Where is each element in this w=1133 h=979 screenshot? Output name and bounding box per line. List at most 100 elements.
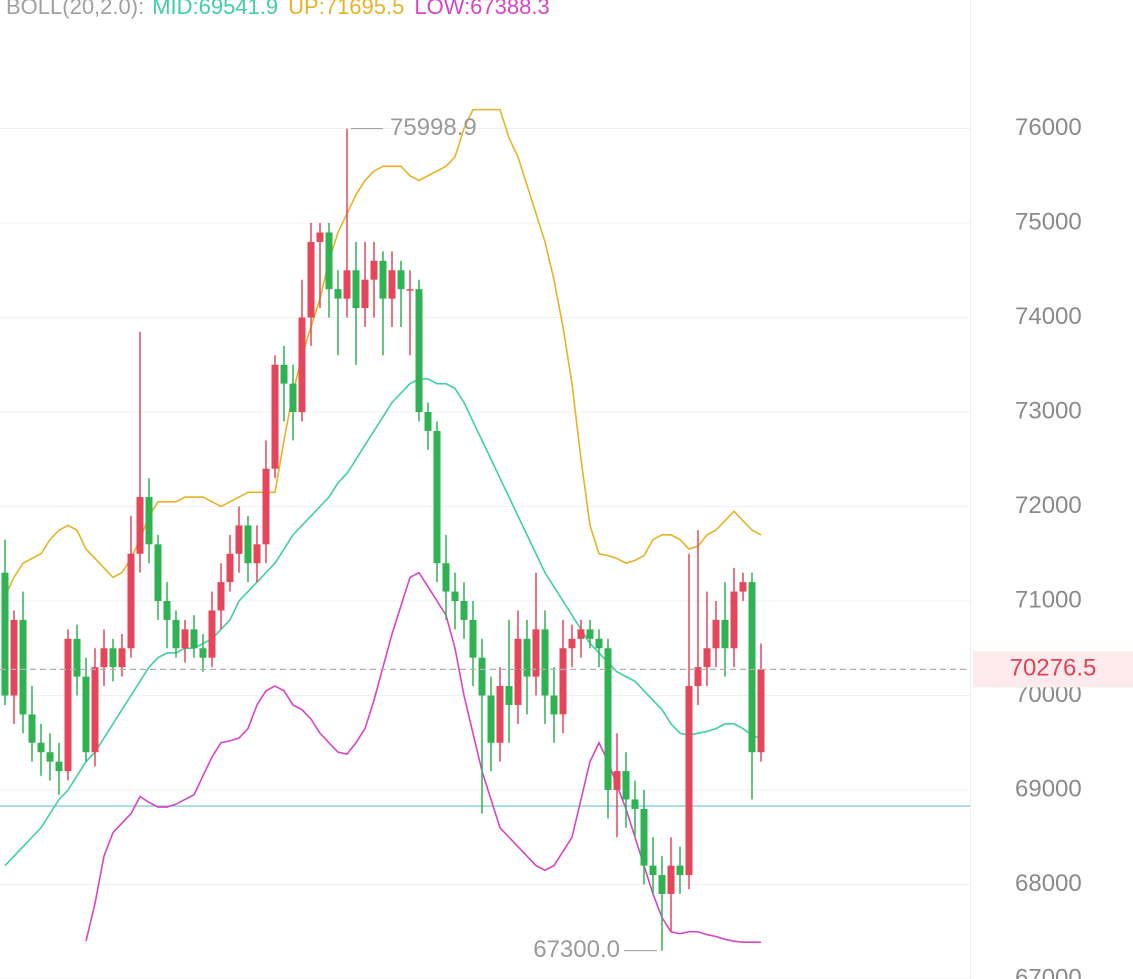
- candle-body: [343, 270, 351, 299]
- candle-body: [505, 686, 513, 705]
- candle-body: [10, 619, 18, 696]
- y-tick-label: 71000: [1015, 586, 1082, 613]
- candle-body: [388, 270, 396, 299]
- y-tick-label: 69000: [1015, 775, 1082, 802]
- last-price-label: 70276.5: [1010, 655, 1097, 682]
- candle-body: [82, 676, 90, 753]
- candle-body: [667, 865, 675, 894]
- candle-body: [19, 619, 27, 715]
- candle-body: [64, 638, 72, 772]
- candle-body: [595, 638, 603, 649]
- candle-body: [136, 497, 144, 554]
- candle-body: [55, 761, 63, 772]
- candle-body: [613, 771, 621, 791]
- y-tick-label: 72000: [1015, 492, 1082, 519]
- candle-body: [577, 629, 585, 639]
- y-tick-label: 68000: [1015, 870, 1082, 897]
- candle-body: [469, 619, 477, 658]
- candle-body: [145, 497, 153, 545]
- candle-body: [460, 601, 468, 620]
- candle-body: [757, 669, 765, 753]
- candle-body: [487, 695, 495, 743]
- candle-body: [523, 638, 531, 677]
- candle-body: [298, 317, 306, 413]
- candle-body: [541, 629, 549, 696]
- y-tick-label: 73000: [1015, 397, 1082, 424]
- y-tick-label: 67000: [1015, 964, 1082, 979]
- candle-body: [280, 364, 288, 384]
- candle-body: [109, 648, 117, 668]
- candle-body: [478, 657, 486, 696]
- candle-body: [199, 648, 207, 658]
- candle-body: [415, 289, 423, 413]
- y-tick-label: 74000: [1015, 303, 1082, 330]
- candle-body: [91, 667, 99, 753]
- candle-body: [325, 232, 333, 290]
- candle-body: [244, 525, 252, 564]
- last-price-box: [973, 651, 1133, 688]
- candle-body: [127, 553, 135, 649]
- candle-body: [190, 629, 198, 649]
- candle-body: [514, 638, 522, 705]
- max-label: 75998.9: [390, 114, 477, 141]
- candle-body: [370, 260, 378, 280]
- candle-body: [685, 686, 693, 876]
- candle-body: [712, 619, 720, 649]
- candle-body: [397, 270, 405, 290]
- candle-body: [406, 289, 414, 291]
- candle-body: [640, 808, 648, 866]
- candle-body: [568, 638, 576, 649]
- min-label: 67300.0: [533, 936, 620, 963]
- legend-entry: UP:71695.5: [288, 0, 404, 19]
- candle-body: [226, 553, 234, 583]
- candle-body: [649, 865, 657, 876]
- y-tick-label: 75000: [1015, 208, 1082, 235]
- candle-body: [307, 241, 315, 318]
- legend-entry: LOW:67388.3: [414, 0, 549, 19]
- boll-line: [85, 571, 762, 944]
- candle-body: [46, 752, 54, 762]
- candle-body: [550, 695, 558, 715]
- candle-body: [316, 232, 324, 242]
- legend-entry: MID:69541.9: [152, 0, 278, 19]
- candle-body: [559, 648, 567, 715]
- candle-body: [496, 686, 504, 743]
- indicator-label: BOLL(20,2.0):: [6, 0, 144, 19]
- candle-body: [154, 544, 162, 602]
- candle-body: [352, 270, 360, 309]
- candle-body: [118, 648, 126, 668]
- candle-body: [694, 667, 702, 687]
- candle-body: [451, 591, 459, 602]
- candle-body: [532, 629, 540, 677]
- candle-body: [658, 875, 666, 894]
- candle-body: [622, 771, 630, 800]
- candle-body: [100, 648, 108, 668]
- candle-body: [631, 799, 639, 809]
- y-tick-label: 76000: [1015, 114, 1082, 141]
- candle-body: [721, 619, 729, 649]
- boll-line: [4, 378, 762, 867]
- candle-body: [604, 648, 612, 791]
- candle-body: [163, 601, 171, 620]
- candle-body: [73, 638, 81, 677]
- candle-body: [424, 412, 432, 431]
- candle-body: [1, 572, 9, 696]
- candle-body: [37, 742, 45, 753]
- candle-body: [586, 629, 594, 639]
- candle-body: [289, 383, 297, 413]
- candle-body: [172, 619, 180, 649]
- candle-body: [730, 591, 738, 649]
- candle-body: [676, 865, 684, 876]
- candle-body: [181, 629, 189, 649]
- candle-body: [379, 260, 387, 299]
- candle-body: [739, 582, 747, 592]
- candle-body: [433, 430, 441, 564]
- candle-body: [334, 289, 342, 299]
- candle-body: [28, 714, 36, 743]
- candle-body: [748, 582, 756, 753]
- candle-body: [235, 525, 243, 554]
- candle-body: [217, 582, 225, 611]
